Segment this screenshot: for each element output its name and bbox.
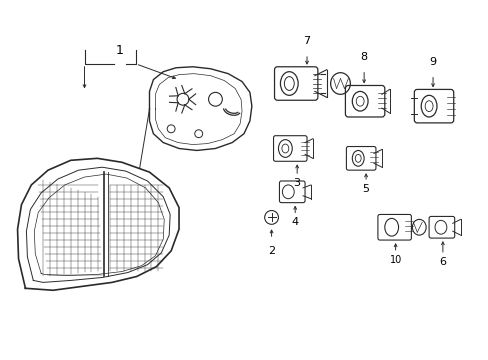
Text: 10: 10 [389, 255, 401, 265]
Text: 4: 4 [291, 217, 298, 227]
Text: 2: 2 [267, 246, 275, 256]
Text: 8: 8 [360, 52, 367, 62]
Text: 5: 5 [362, 184, 369, 194]
Text: 6: 6 [439, 257, 446, 267]
Text: 1: 1 [116, 44, 123, 57]
Text: 9: 9 [428, 57, 436, 67]
Text: 7: 7 [303, 36, 310, 46]
Text: 3: 3 [293, 178, 300, 188]
